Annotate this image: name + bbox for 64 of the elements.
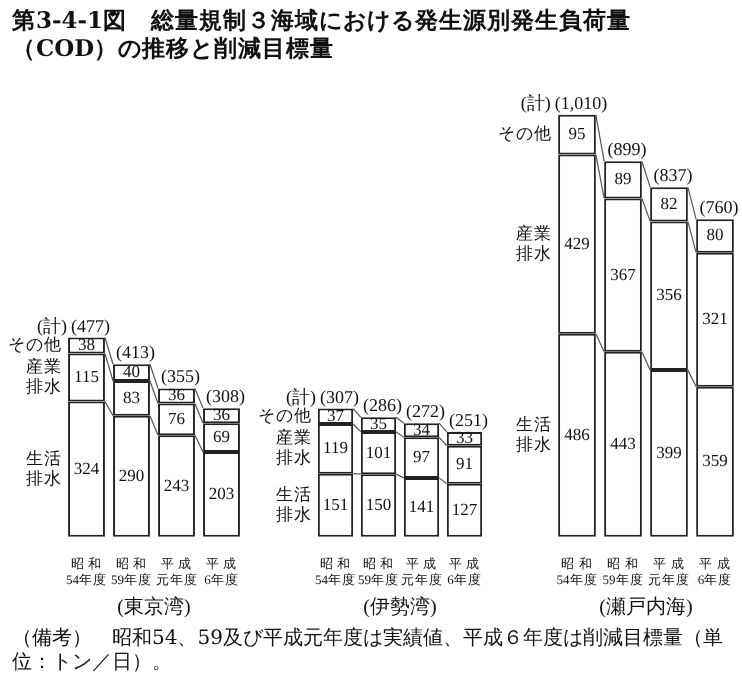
series-label: その他 — [257, 404, 312, 425]
text: (計) — [520, 92, 551, 113]
data-label: 151 — [322, 493, 349, 514]
data-label: 359 — [702, 450, 728, 471]
text: （備考） 昭和54、59及び平成元年度は実績値、平成６年度は削減目標量（単位：トン／日）。 — [12, 628, 725, 676]
data-label: 36 — [168, 384, 185, 405]
total-label: (899) — [607, 139, 647, 160]
data-label: 34 — [413, 418, 432, 439]
data-label: 69 — [213, 426, 230, 447]
data-label: 290 — [118, 464, 145, 485]
total-label: (837) — [653, 165, 693, 186]
series-label: 産業排水 — [516, 222, 553, 263]
data-label: 95 — [568, 123, 586, 144]
data-label: 40 — [123, 361, 140, 382]
data-label: 115 — [74, 365, 99, 386]
data-label: 80 — [706, 224, 724, 245]
series-label: 生活排水 — [516, 413, 553, 454]
total-label: (760) — [699, 197, 739, 218]
data-label: 324 — [73, 457, 101, 478]
data-label: 141 — [408, 495, 435, 516]
data-label: 38 — [78, 333, 95, 354]
total-label: (477) — [71, 315, 110, 336]
total-label: (355) — [161, 366, 200, 387]
data-label: 83 — [123, 386, 140, 407]
data-label: 243 — [163, 474, 190, 495]
total-label: (272) — [406, 401, 445, 422]
series-label: 生活排水 — [26, 447, 63, 488]
total-label: (307) — [320, 386, 359, 407]
data-label: 127 — [451, 498, 478, 519]
text: (計) — [286, 386, 317, 407]
data-label: 119 — [323, 437, 348, 458]
data-label: 76 — [168, 407, 185, 428]
data-label: 35 — [370, 413, 387, 434]
series-label: 生活排水 — [275, 483, 312, 524]
data-label: 36 — [213, 404, 230, 425]
data-label: 321 — [702, 308, 728, 329]
x-axis-title: (瀬戸内海) — [599, 595, 693, 620]
x-axis-title: (伊勢湾) — [363, 595, 437, 620]
text: (計) — [37, 315, 68, 336]
data-label: 82 — [660, 192, 678, 213]
series-label: その他 — [8, 333, 63, 354]
data-label: 203 — [208, 482, 235, 503]
data-label: 486 — [564, 423, 590, 444]
data-label: 443 — [610, 432, 636, 453]
data-label: 101 — [365, 441, 392, 462]
total-label: (251) — [449, 409, 488, 430]
x-axis-title: (東京湾) — [117, 595, 191, 620]
total-label: (286) — [363, 395, 402, 416]
series-label: 産業排水 — [26, 355, 63, 396]
data-label: 37 — [327, 404, 344, 425]
total-label: (1,010) — [554, 92, 608, 113]
data-label: 150 — [365, 493, 392, 514]
series-label: 産業排水 — [275, 427, 312, 468]
total-label: (413) — [116, 342, 155, 363]
text: 第3-4-1図 総量規制３海域における発生源別発生負荷量（COD）の推移と削減目標量 — [12, 6, 634, 62]
data-label: 91 — [456, 453, 473, 474]
data-label: 367 — [610, 263, 636, 284]
total-label: (308) — [206, 386, 245, 407]
data-label: 89 — [614, 168, 632, 189]
data-label: 356 — [656, 284, 682, 305]
series-label: その他 — [498, 123, 553, 144]
data-label: 97 — [413, 446, 430, 467]
data-label: 399 — [656, 441, 682, 462]
data-label: 429 — [564, 232, 590, 253]
